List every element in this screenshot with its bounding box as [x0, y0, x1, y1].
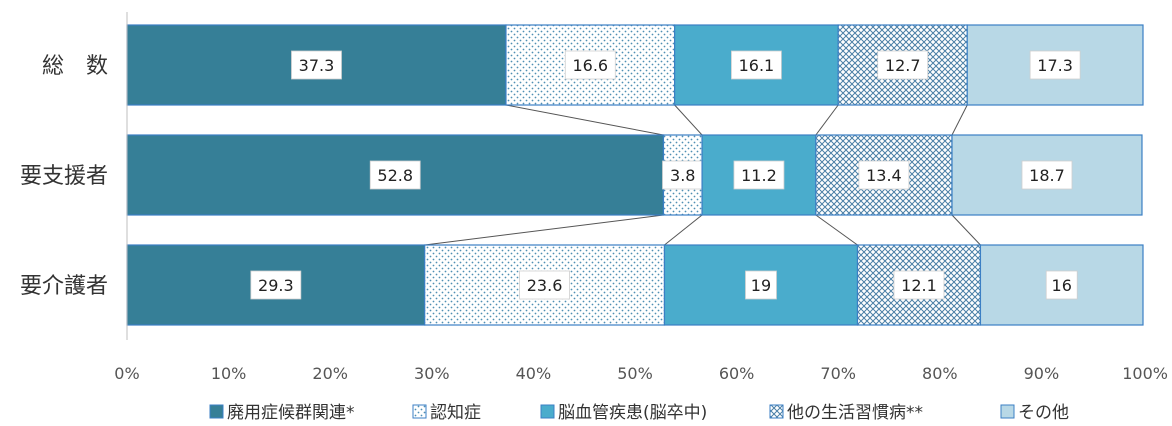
legend-label: 脳血管疾患(脳卒中) [558, 403, 707, 423]
data-label-box [877, 50, 929, 80]
data-label: 19 [751, 276, 771, 295]
data-label: 52.8 [377, 166, 413, 185]
data-label-box [1021, 160, 1073, 190]
data-label: 16 [1052, 276, 1072, 295]
data-label-box [858, 160, 910, 190]
bar-segment [966, 24, 1144, 106]
data-label: 12.7 [885, 56, 921, 75]
data-label-box [731, 50, 782, 80]
data-label-box [662, 160, 704, 190]
series-line [815, 214, 858, 246]
data-label: 12.1 [901, 276, 937, 295]
legend-swatch [1000, 404, 1015, 419]
data-label-box [369, 160, 421, 190]
x-axis-tick-labels: 0% 10% 20% 30% 40% 50% 60% 70% 80% 90% 100% [114, 364, 1168, 383]
series-line [951, 104, 968, 136]
data-label: 13.4 [866, 166, 902, 185]
legend-label: その他 [1018, 403, 1069, 423]
data-label-box [250, 270, 302, 300]
data-label-box [291, 50, 342, 80]
x-tick-label: 0% [114, 364, 139, 383]
data-label: 29.3 [258, 276, 294, 295]
data-label: 16.6 [572, 56, 608, 75]
series-line [951, 214, 981, 246]
series-line [674, 104, 703, 136]
category-label: 要支援者 [20, 164, 108, 189]
data-label-box [564, 50, 616, 80]
x-tick-label: 90% [1024, 364, 1060, 383]
data-label: 11.2 [741, 166, 777, 185]
series-line [815, 104, 839, 136]
legend-swatch [209, 404, 224, 419]
data-label: 23.6 [527, 276, 563, 295]
x-tick-label: 10% [211, 364, 247, 383]
legend-swatch [540, 404, 555, 419]
data-label: 3.8 [670, 166, 695, 185]
data-label: 18.7 [1029, 166, 1065, 185]
legend-label: 認知症 [430, 403, 481, 423]
data-label: 16.1 [739, 56, 775, 75]
data-label-box [519, 270, 570, 300]
series-line [424, 214, 664, 246]
x-tick-label: 30% [414, 364, 450, 383]
category-label: 要介護者 [20, 274, 108, 299]
bars-group: 37.3 16.6 16.1 12.7 17.3 52.8 3.8 11.2 13.4 18.7 2… [126, 24, 1144, 326]
x-tick-label: 80% [922, 364, 958, 383]
x-tick-label: 50% [617, 364, 653, 383]
legend-label: 廃用症候群関連* [227, 403, 355, 423]
data-label-box [893, 270, 945, 300]
x-tick-label: 20% [312, 364, 348, 383]
x-tick-label: 40% [516, 364, 552, 383]
data-label: 17.3 [1037, 56, 1073, 75]
legend-swatch [769, 404, 784, 419]
series-line [505, 104, 664, 136]
legend-swatch [412, 404, 427, 419]
data-label-box [745, 270, 777, 300]
data-label-box [1045, 270, 1078, 300]
legend-label: 他の生活習慣病** [787, 403, 923, 423]
x-tick-label: 100% [1122, 364, 1168, 383]
data-label-box [1029, 50, 1081, 80]
data-label: 37.3 [299, 56, 335, 75]
x-tick-label: 70% [820, 364, 856, 383]
legend: 廃用症候群関連* 認知症 脳血管疾患(脳卒中) 他の生活習慣病** その他 [209, 403, 1069, 423]
series-lines [424, 104, 981, 246]
series-line [664, 214, 703, 246]
data-label-box [733, 160, 785, 190]
x-tick-label: 60% [719, 364, 755, 383]
category-label: 総 数 [42, 54, 108, 79]
